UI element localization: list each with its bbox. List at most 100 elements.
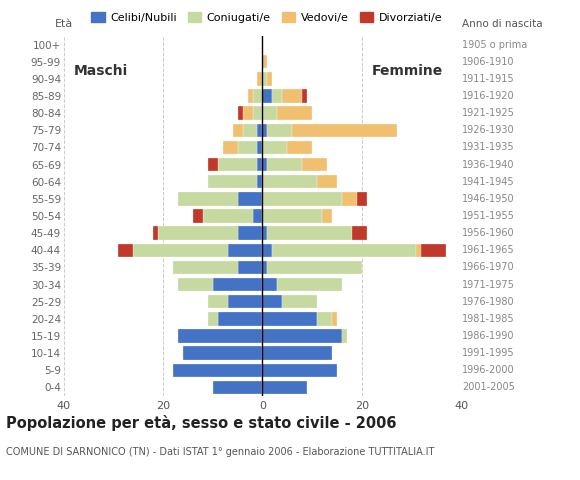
Bar xyxy=(262,278,277,291)
Bar xyxy=(242,107,252,120)
Bar xyxy=(262,364,337,377)
Bar xyxy=(223,141,238,154)
Text: 2001-2005: 2001-2005 xyxy=(462,383,515,393)
Bar xyxy=(282,89,302,103)
Text: 1951-1955: 1951-1955 xyxy=(462,211,515,221)
Bar xyxy=(183,347,262,360)
Bar xyxy=(133,244,228,257)
Bar xyxy=(317,175,337,189)
Bar xyxy=(317,312,332,325)
Bar xyxy=(332,312,337,325)
Bar xyxy=(262,89,273,103)
Bar xyxy=(262,107,277,120)
Bar xyxy=(292,124,397,137)
Bar xyxy=(242,124,258,137)
Text: 1966-1970: 1966-1970 xyxy=(462,263,515,273)
Text: 1971-1975: 1971-1975 xyxy=(462,279,515,289)
Bar xyxy=(421,244,446,257)
Bar xyxy=(262,124,267,137)
Text: 1946-1950: 1946-1950 xyxy=(462,194,515,204)
Bar xyxy=(238,192,262,205)
Text: Popolazione per età, sesso e stato civile - 2006: Popolazione per età, sesso e stato civil… xyxy=(6,415,396,431)
Bar xyxy=(262,192,342,205)
Bar xyxy=(173,364,262,377)
Bar xyxy=(267,72,273,85)
Bar xyxy=(262,227,267,240)
Bar xyxy=(178,192,238,205)
Text: 1941-1945: 1941-1945 xyxy=(462,177,515,187)
Text: 1976-1980: 1976-1980 xyxy=(462,297,515,307)
Bar xyxy=(252,107,262,120)
Bar xyxy=(267,227,352,240)
Bar xyxy=(158,227,238,240)
Legend: Celibi/Nubili, Coniugati/e, Vedovi/e, Divorziati/e: Celibi/Nubili, Coniugati/e, Vedovi/e, Di… xyxy=(87,8,447,27)
Bar xyxy=(262,72,267,85)
Bar xyxy=(193,209,203,223)
Text: 1996-2000: 1996-2000 xyxy=(462,365,515,375)
Text: 1931-1935: 1931-1935 xyxy=(462,143,515,153)
Bar xyxy=(153,227,158,240)
Text: 1956-1960: 1956-1960 xyxy=(462,228,515,238)
Text: 1936-1940: 1936-1940 xyxy=(462,159,515,169)
Text: 1911-1915: 1911-1915 xyxy=(462,74,515,84)
Bar xyxy=(262,295,282,309)
Bar xyxy=(262,158,267,171)
Bar xyxy=(213,278,262,291)
Bar xyxy=(178,278,213,291)
Text: Età: Età xyxy=(55,19,73,29)
Bar xyxy=(252,89,262,103)
Bar xyxy=(262,244,273,257)
Bar xyxy=(258,158,262,171)
Bar xyxy=(238,261,262,274)
Bar xyxy=(118,244,133,257)
Bar xyxy=(342,329,347,343)
Bar xyxy=(213,381,262,394)
Bar xyxy=(233,124,242,137)
Bar xyxy=(267,158,302,171)
Bar xyxy=(267,261,362,274)
Bar xyxy=(258,141,262,154)
Text: Maschi: Maschi xyxy=(74,64,128,78)
Bar xyxy=(267,124,292,137)
Bar xyxy=(302,158,327,171)
Bar xyxy=(262,55,267,69)
Bar xyxy=(258,72,262,85)
Bar xyxy=(262,141,287,154)
Bar xyxy=(238,141,258,154)
Bar xyxy=(208,312,218,325)
Bar xyxy=(262,261,267,274)
Bar xyxy=(218,158,258,171)
Bar xyxy=(252,209,262,223)
Text: 1921-1925: 1921-1925 xyxy=(462,108,515,118)
Bar xyxy=(342,192,357,205)
Text: 1916-1920: 1916-1920 xyxy=(462,91,515,101)
Bar xyxy=(322,209,332,223)
Bar xyxy=(262,209,322,223)
Bar xyxy=(258,124,262,137)
Text: 1981-1985: 1981-1985 xyxy=(462,314,515,324)
Bar xyxy=(277,278,342,291)
Bar xyxy=(208,158,218,171)
Bar xyxy=(208,175,258,189)
Text: COMUNE DI SARNONICO (TN) - Dati ISTAT 1° gennaio 2006 - Elaborazione TUTTITALIA.: COMUNE DI SARNONICO (TN) - Dati ISTAT 1°… xyxy=(6,447,434,457)
Bar xyxy=(416,244,421,257)
Bar xyxy=(203,209,252,223)
Bar xyxy=(248,89,252,103)
Bar xyxy=(173,261,238,274)
Text: 1906-1910: 1906-1910 xyxy=(462,57,515,67)
Text: 1926-1930: 1926-1930 xyxy=(462,125,515,135)
Bar xyxy=(262,175,317,189)
Bar xyxy=(218,312,262,325)
Bar xyxy=(262,381,307,394)
Bar xyxy=(238,107,242,120)
Text: 1986-1990: 1986-1990 xyxy=(462,331,515,341)
Bar xyxy=(262,329,342,343)
Bar xyxy=(273,244,416,257)
Bar xyxy=(287,141,312,154)
Bar xyxy=(228,295,262,309)
Bar xyxy=(208,295,228,309)
Bar xyxy=(238,227,262,240)
Bar xyxy=(258,175,262,189)
Text: 1905 o prima: 1905 o prima xyxy=(462,39,528,49)
Text: Femmine: Femmine xyxy=(372,64,443,78)
